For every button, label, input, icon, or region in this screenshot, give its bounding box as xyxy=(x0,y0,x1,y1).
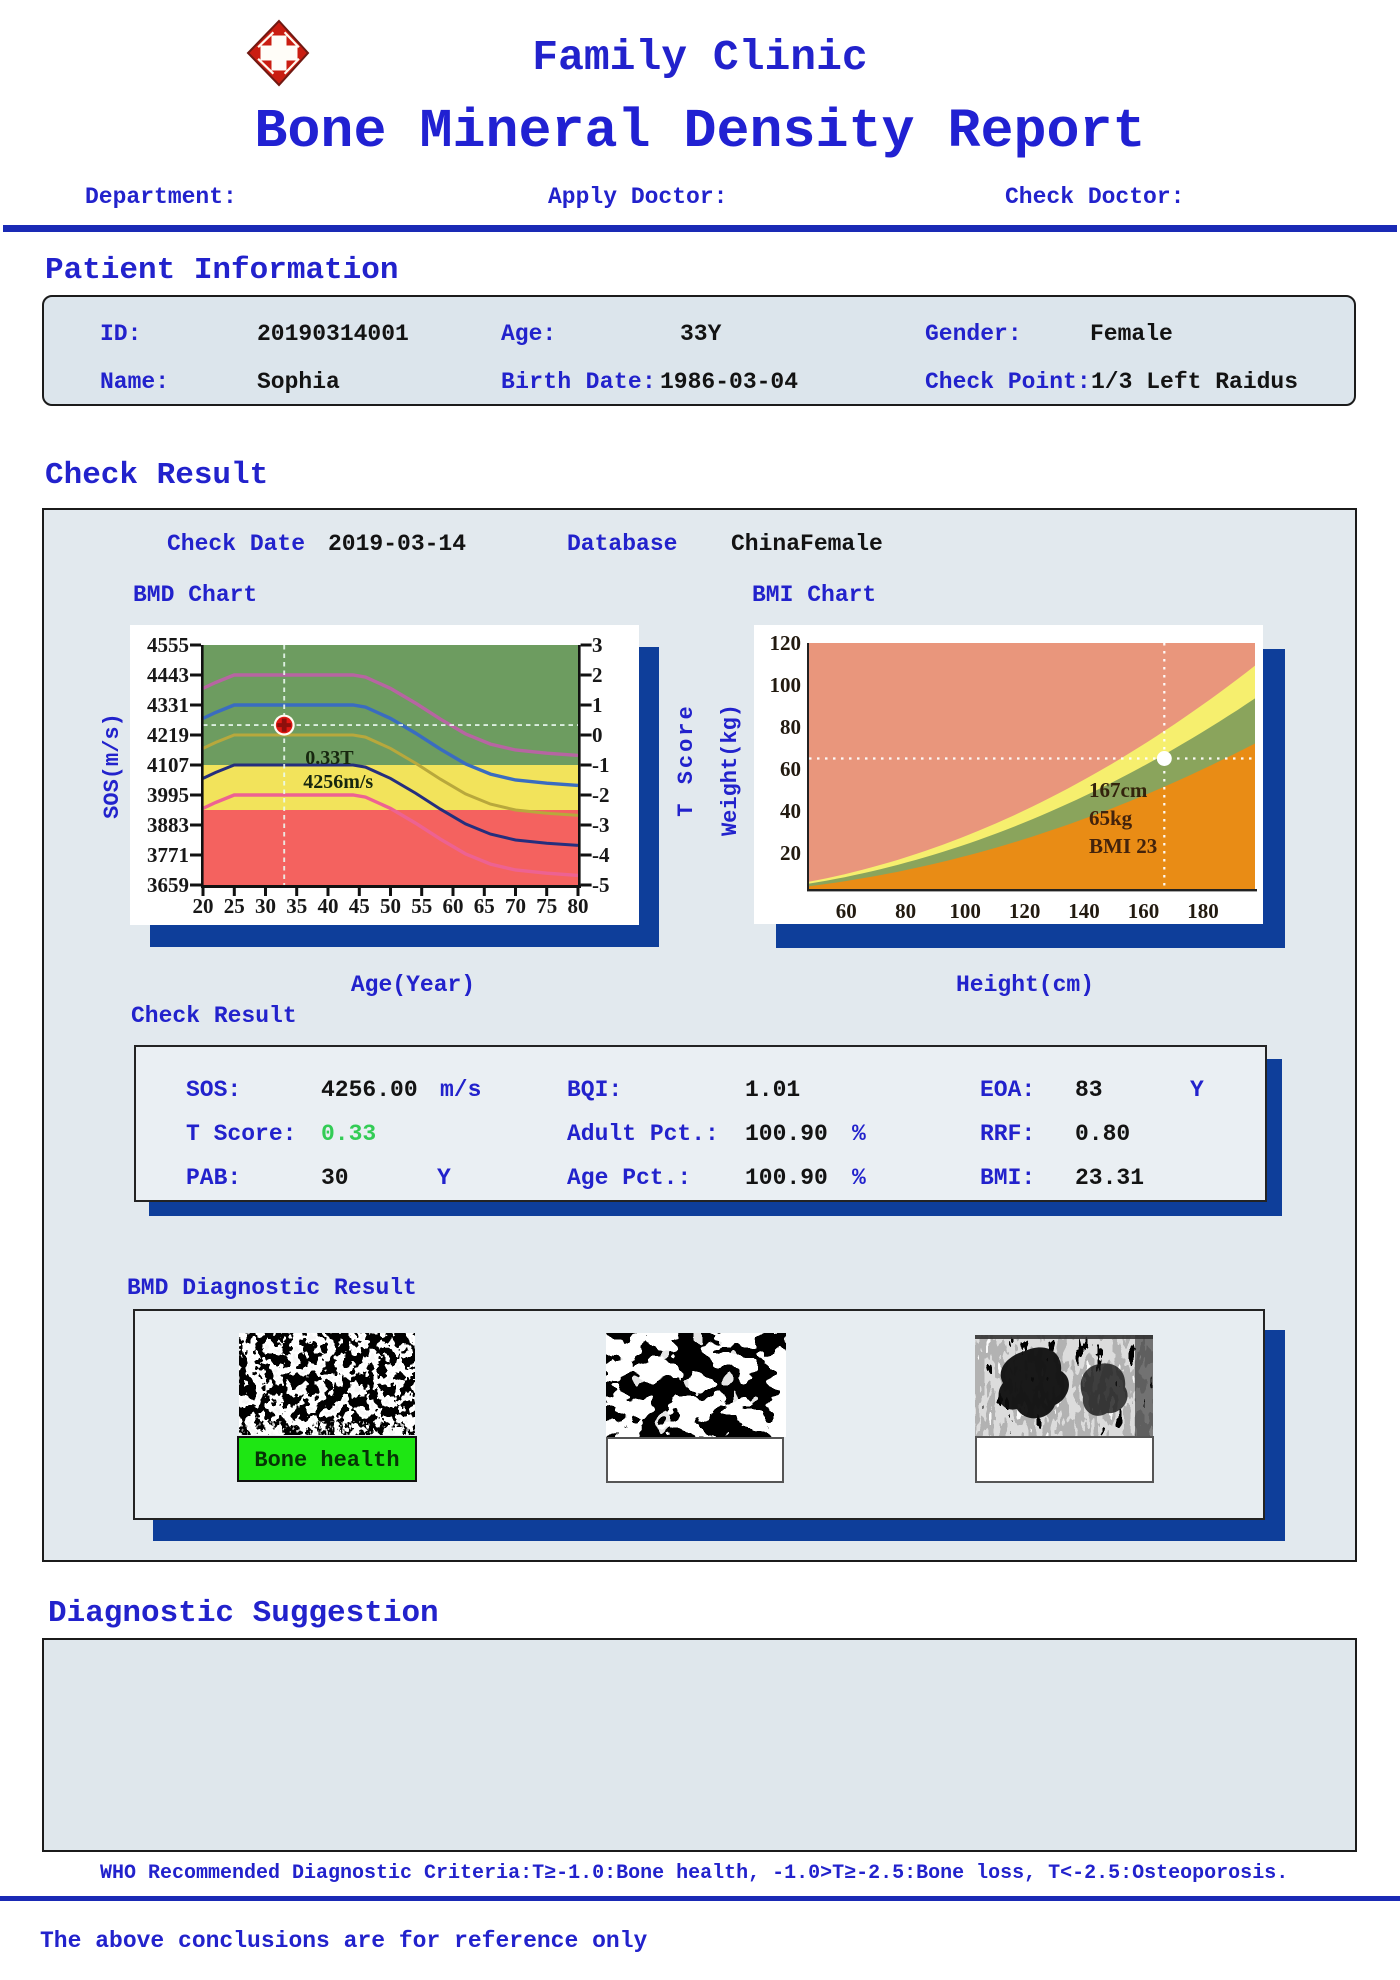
svg-text:BMI 23: BMI 23 xyxy=(1089,834,1157,858)
svg-text:20: 20 xyxy=(193,894,214,918)
svg-text:4443: 4443 xyxy=(147,663,189,687)
svg-text:20: 20 xyxy=(780,841,801,865)
svg-text:65: 65 xyxy=(474,894,495,918)
svg-text:4331: 4331 xyxy=(147,693,189,717)
svg-text:1: 1 xyxy=(592,693,603,717)
svg-text:3659: 3659 xyxy=(147,873,189,897)
svg-text:-1: -1 xyxy=(592,753,610,777)
svg-text:140: 140 xyxy=(1068,899,1100,923)
svg-text:75: 75 xyxy=(536,894,557,918)
svg-text:80: 80 xyxy=(780,715,801,739)
svg-text:40: 40 xyxy=(318,894,339,918)
svg-text:4219: 4219 xyxy=(147,723,189,747)
svg-text:0.33T: 0.33T xyxy=(305,747,354,769)
svg-text:70: 70 xyxy=(505,894,526,918)
svg-text:160: 160 xyxy=(1128,899,1160,923)
svg-text:100: 100 xyxy=(949,899,981,923)
svg-text:60: 60 xyxy=(443,894,464,918)
svg-text:60: 60 xyxy=(780,757,801,781)
svg-text:40: 40 xyxy=(780,799,801,823)
svg-text:-4: -4 xyxy=(592,843,610,867)
svg-text:3771: 3771 xyxy=(147,843,189,867)
svg-text:30: 30 xyxy=(255,894,276,918)
svg-text:25: 25 xyxy=(224,894,245,918)
svg-text:120: 120 xyxy=(770,631,802,655)
svg-text:60: 60 xyxy=(836,899,857,923)
svg-text:65kg: 65kg xyxy=(1089,806,1133,830)
svg-text:4555: 4555 xyxy=(147,633,189,657)
svg-text:4107: 4107 xyxy=(147,753,189,777)
svg-text:80: 80 xyxy=(568,894,589,918)
svg-text:35: 35 xyxy=(286,894,307,918)
svg-text:2: 2 xyxy=(592,663,603,687)
svg-text:3883: 3883 xyxy=(147,813,189,837)
svg-text:3: 3 xyxy=(592,633,603,657)
svg-text:3995: 3995 xyxy=(147,783,189,807)
svg-text:4256m/s: 4256m/s xyxy=(303,771,373,793)
svg-text:-3: -3 xyxy=(592,813,610,837)
svg-text:-2: -2 xyxy=(592,783,610,807)
svg-text:0: 0 xyxy=(592,723,603,747)
svg-text:120: 120 xyxy=(1009,899,1041,923)
svg-text:50: 50 xyxy=(380,894,401,918)
svg-text:180: 180 xyxy=(1187,899,1219,923)
svg-text:167cm: 167cm xyxy=(1089,778,1148,802)
svg-text:55: 55 xyxy=(411,894,432,918)
svg-text:80: 80 xyxy=(895,899,916,923)
svg-text:100: 100 xyxy=(770,673,802,697)
svg-text:45: 45 xyxy=(349,894,370,918)
svg-text:-5: -5 xyxy=(592,873,610,897)
